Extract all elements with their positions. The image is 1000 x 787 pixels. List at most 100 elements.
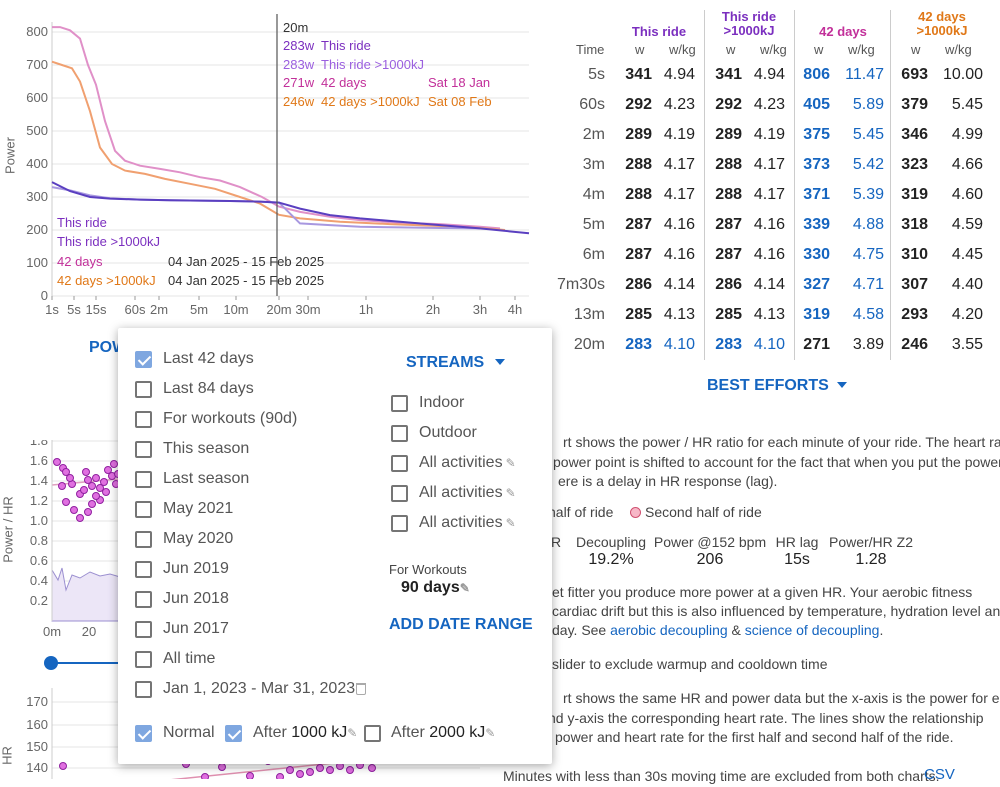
date-range-label[interactable]: For workouts (90d) [163,410,298,427]
date-range-checkbox[interactable] [135,561,152,578]
legend-row[interactable]: This ride [57,213,347,232]
x-tick-label: 30m [295,302,320,317]
stream-label[interactable]: All activities ✎ [419,454,516,472]
date-range-checkbox[interactable] [135,681,152,698]
date-range-label[interactable]: Jun 2019 [163,560,229,577]
aerobic-decoupling-link[interactable]: aerobic decoupling [610,622,728,638]
duration-label: 4m [582,186,605,203]
date-range-checkbox[interactable] [135,531,152,548]
table-cell: 289 [625,126,652,143]
table-cell: 4.16 [753,216,785,233]
table-cell: 4.10 [663,336,695,353]
fitness-text-1: et fitter you produce more power at a gi… [552,584,973,600]
date-range-checkbox[interactable] [135,501,152,518]
hr-point [346,766,354,774]
best-efforts-dropdown[interactable]: BEST EFFORTS [707,377,847,395]
date-range-checkbox[interactable] [135,381,152,398]
date-range-checkbox[interactable] [135,471,152,488]
date-range-checkbox[interactable] [135,441,152,458]
header-line1: 42 days [819,24,867,39]
stream-label[interactable]: All activities ✎ [419,484,516,502]
after-1000kj-label[interactable]: After 1000 kJ✎ [253,724,358,741]
date-range-popup[interactable]: Last 42 days Last 84 days For workouts (90… [118,328,552,764]
date-range-checkbox[interactable] [135,411,152,428]
table-cell: 10.00 [942,66,983,83]
date-range-checkbox[interactable] [135,651,152,668]
power-curve-chart[interactable]: 0 100 200 300 400 500 600 700 800 1s 5s 15s 60s 2m 5m 1… [0,0,540,320]
date-range-label[interactable]: All time [163,650,216,667]
column-header-2: 42 days [788,25,898,39]
pencil-icon[interactable]: ✎ [505,456,516,470]
table-cell: 4.23 [663,96,695,113]
stream-label[interactable]: Indoor [419,394,464,412]
streams-dropdown[interactable]: STREAMS [406,354,505,372]
table-cell: 4.20 [951,306,983,323]
w-subheader: w [911,42,921,57]
legend-row[interactable]: 42 days 04 Jan 2025 - 15 Feb 2025 [57,252,347,271]
y-tick-label: 1.0 [30,513,48,528]
date-range-checkbox[interactable] [135,591,152,608]
y-tick-label: 160 [26,717,48,732]
stream-label[interactable]: All activities ✎ [419,514,516,532]
tooltip-series: 42 days [321,75,367,90]
pencil-icon[interactable]: ✎ [347,726,358,740]
y-tick-label: 0.2 [30,593,48,608]
ratio-point [62,498,70,506]
stream-label[interactable]: Outdoor [419,424,477,442]
after-2000kj-checkbox[interactable] [364,725,381,742]
wkg-subheader: w/kg [945,42,972,57]
y-tick-label: 170 [26,694,48,709]
stream-checkbox[interactable] [391,425,408,442]
for-workouts-value[interactable]: 90 days✎ [401,579,470,596]
date-range-label[interactable]: This season [163,440,250,457]
warmup-slider[interactable] [44,656,130,670]
pencil-icon[interactable]: ✎ [505,486,516,500]
stream-checkbox[interactable] [391,515,408,532]
date-range-label[interactable]: Jun 2018 [163,590,229,607]
table-cell: 4.17 [663,186,695,203]
trash-icon[interactable] [356,683,366,695]
date-range-label[interactable]: May 2020 [163,530,234,547]
pencil-icon[interactable]: ✎ [505,516,516,530]
table-cell: 341 [625,66,652,83]
ratio-point [82,468,90,476]
power-tab-button[interactable]: POW [89,339,128,356]
stat-label: Decoupling [575,534,647,550]
stream-checkbox[interactable] [391,455,408,472]
table-cell: 4.59 [951,216,983,233]
after-1000kj-checkbox[interactable] [225,725,242,742]
date-range-checkbox[interactable] [135,351,152,368]
ratio-point [104,466,112,474]
pencil-icon[interactable]: ✎ [485,726,496,740]
stream-label-text: Indoor [419,394,465,411]
science-decoupling-link[interactable]: science of decoupling [744,622,880,638]
csv-link[interactable]: CSV [924,766,955,783]
ratio-point [80,486,88,494]
power-curve-svg[interactable]: 0 100 200 300 400 500 600 700 800 1s 5s 15s 60s 2m 5m 1… [0,0,540,320]
table-cell: 4.17 [753,156,785,173]
x-tick-label: 60s [125,302,146,317]
table-cell: 4.71 [852,276,884,293]
slider-handle[interactable] [44,656,58,670]
stream-checkbox[interactable] [391,485,408,502]
date-range-checkbox[interactable] [135,621,152,638]
power-hr-ratio-chart[interactable]: 0.2 0.4 0.6 0.8 1.0 1.2 1.4 1.6 1.8 0m 20 Power / … [0,433,131,640]
after-2000kj-label[interactable]: After 2000 kJ✎ [391,724,496,741]
wkg-subheader: w/kg [760,42,787,57]
table-cell: 4.19 [663,126,695,143]
x-tick-label: 2m [150,302,168,317]
date-range-label[interactable]: Jan 1, 2023 - Mar 31, 2023 [163,680,356,697]
stream-checkbox[interactable] [391,395,408,412]
normal-checkbox[interactable] [135,725,152,742]
date-range-label[interactable]: May 2021 [163,500,234,517]
table-cell: 693 [901,66,928,83]
legend-row[interactable]: 42 days >1000kJ 04 Jan 2025 - 15 Feb 2025 [57,271,347,290]
table-cell: 5.45 [852,126,884,143]
add-date-range-button[interactable]: ADD DATE RANGE [389,616,533,633]
date-range-label[interactable]: Jun 2017 [163,620,229,637]
legend-row[interactable]: This ride >1000kJ [57,232,347,251]
date-range-label[interactable]: Last season [163,470,250,487]
date-range-label[interactable]: Last 42 days [163,350,254,367]
date-range-label[interactable]: Last 84 days [163,380,254,397]
pencil-icon[interactable]: ✎ [459,581,470,595]
